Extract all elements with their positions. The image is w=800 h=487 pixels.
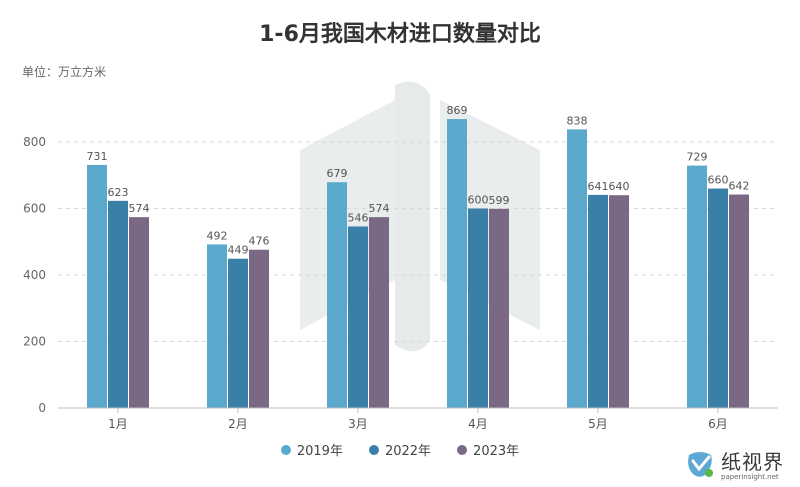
data-label: 599 [489, 194, 510, 207]
data-label: 623 [108, 186, 129, 199]
data-label: 574 [129, 202, 150, 215]
x-tick-label: 2月 [228, 417, 248, 431]
legend-marker [368, 444, 379, 455]
chart-title: 1-6月我国木材进口数量对比 [259, 22, 541, 47]
bar [87, 164, 107, 408]
x-tick-label: 6月 [708, 417, 728, 431]
brand-url: paperinsight.net [721, 473, 779, 481]
data-label: 731 [87, 150, 108, 163]
data-label: 546 [348, 211, 369, 224]
data-label: 729 [687, 151, 708, 164]
bar [687, 165, 707, 408]
x-tick-label: 5月 [588, 417, 608, 431]
legend-label: 2022年 [384, 444, 432, 459]
bar [708, 188, 728, 408]
data-label: 574 [369, 202, 390, 215]
y-tick-label: 600 [23, 202, 46, 216]
legend-item[interactable]: 2023年 [457, 440, 519, 459]
data-label: 492 [207, 229, 228, 242]
data-label: 679 [327, 167, 348, 180]
brand-icon [688, 451, 713, 477]
bar [249, 249, 269, 408]
y-axis: 0 200 400 600 800 [23, 135, 46, 415]
legend-marker [280, 444, 291, 455]
bar [489, 208, 509, 408]
data-label: 600 [468, 194, 489, 207]
bar [327, 182, 347, 408]
bar [468, 208, 488, 408]
legend-label: 2019年 [296, 444, 343, 459]
y-tick-label: 800 [23, 135, 46, 149]
y-tick-label: 400 [23, 268, 46, 282]
bar [228, 258, 248, 408]
data-label: 640 [609, 180, 630, 193]
x-tick-label: 3月 [348, 417, 368, 431]
bar [348, 226, 368, 408]
legend-marker [457, 444, 468, 455]
bar [369, 217, 389, 408]
bar [567, 129, 587, 409]
watermark-shape [395, 81, 430, 352]
x-tick-label: 4月 [468, 417, 488, 431]
data-label: 660 [708, 174, 729, 187]
bar [447, 119, 467, 409]
data-label: 838 [567, 114, 588, 127]
data-label: 476 [249, 235, 270, 248]
legend-label: 2023年 [473, 444, 520, 459]
x-tick-label: 1月 [108, 417, 128, 431]
brand-logo: 纸视界 paperinsight.net [683, 446, 784, 481]
legend: 2019年 2022年 2023年 [0, 440, 800, 459]
bar [729, 194, 749, 408]
bar [129, 217, 149, 408]
brand-name: 纸视界 [721, 450, 784, 474]
data-label: 642 [729, 180, 750, 193]
legend-item[interactable]: 2022年 [368, 440, 432, 459]
y-tick-label: 200 [23, 335, 46, 349]
bar [207, 244, 227, 408]
grid-lines [58, 141, 778, 342]
bar [108, 200, 128, 408]
data-label: 869 [447, 104, 468, 117]
unit-label: 单位：万立方米 [22, 65, 107, 79]
bar [588, 194, 608, 408]
bar [609, 195, 629, 408]
legend-item[interactable]: 2019年 [280, 440, 343, 459]
x-axis: 1月 2月 3月 4月 5月 6月 [58, 407, 778, 431]
y-tick-label: 0 [38, 401, 46, 415]
data-label: 641 [588, 180, 609, 193]
data-label: 449 [228, 244, 249, 257]
